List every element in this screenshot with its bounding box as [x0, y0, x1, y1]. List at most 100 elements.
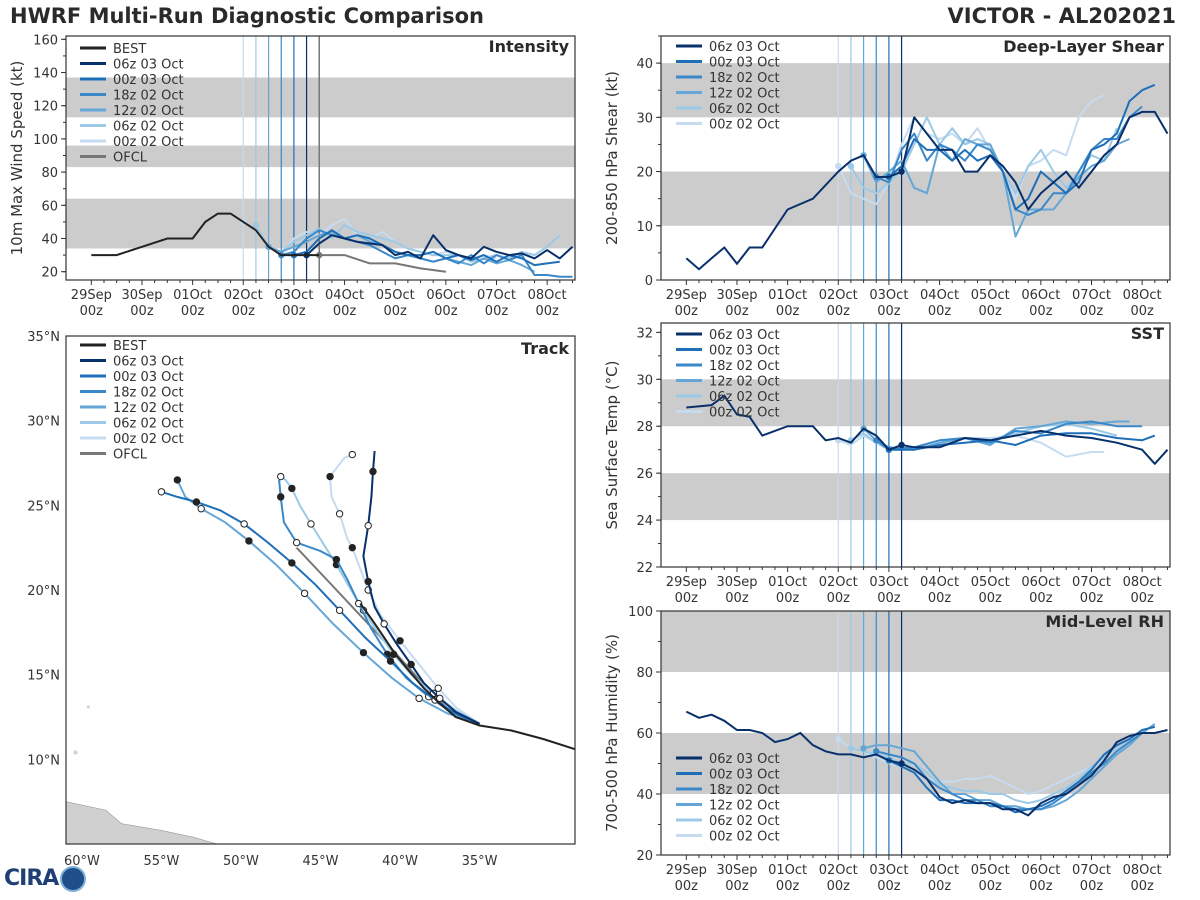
- threshold-band: [661, 171, 1170, 226]
- track-position-marker: [364, 521, 372, 530]
- y-axis-label: 10m Max Wind Speed (kt): [8, 61, 26, 256]
- threshold-band: [661, 611, 1170, 672]
- threshold-band: [66, 145, 575, 168]
- x-tick-date: 04Oct: [325, 288, 364, 303]
- series-line: [850, 741, 1130, 805]
- x-tick-hour: 00z: [979, 879, 1003, 894]
- lat-label: 25°N: [27, 499, 60, 514]
- legend-label: 00z 03 Oct: [709, 768, 780, 783]
- track-position-marker: [396, 637, 404, 645]
- legend-label: 00z 02 Oct: [709, 406, 780, 421]
- x-tick-hour: 00z: [725, 879, 749, 894]
- legend-label: 00z 03 Oct: [113, 73, 184, 88]
- x-tick-date: 03Oct: [274, 288, 313, 303]
- series-start-marker: [252, 222, 260, 229]
- x-tick-date: 30Sep: [716, 288, 757, 303]
- series-start-marker: [847, 745, 855, 752]
- y-tick-label: 24: [636, 514, 653, 529]
- legend-label: 18z 02 Oct: [709, 359, 780, 374]
- lon-label: 60°W: [64, 854, 100, 869]
- track-position-marker: [292, 538, 301, 547]
- x-tick-hour: 00z: [80, 304, 104, 319]
- lat-label: 20°N: [27, 584, 60, 599]
- series-line: [901, 429, 1169, 465]
- threshold-band: [66, 77, 575, 118]
- legend-label: BEST: [113, 42, 146, 57]
- y-axis-label: 200-850 hPa Shear (kt): [603, 71, 621, 245]
- y-tick-label: 20: [41, 266, 58, 281]
- legend-label: 18z 02 Oct: [113, 89, 184, 104]
- track-position-marker: [407, 660, 415, 669]
- cira-logo: CIRA: [4, 866, 87, 892]
- plot-frame: [65, 335, 576, 845]
- legend-label: OFCL: [113, 151, 148, 166]
- y-tick-label: 28: [636, 420, 653, 435]
- plot-frame: [65, 35, 576, 281]
- series-start-marker: [835, 735, 842, 743]
- legend-label: 12z 02 Oct: [709, 799, 780, 814]
- legend-label: 00z 02 Oct: [709, 118, 780, 133]
- page-title: HWRF Multi-Run Diagnostic Comparison: [10, 4, 485, 28]
- island: [86, 705, 90, 709]
- legend-label: 06z 02 Oct: [709, 390, 780, 405]
- track-position-marker: [245, 537, 253, 545]
- panel-shear: 01020304029Sep00z30Sep00z01Oct00z02Oct00…: [603, 35, 1171, 319]
- track-position-marker: [288, 484, 296, 493]
- legend-label: 06z 02 Oct: [113, 120, 184, 135]
- x-tick-date: 04Oct: [920, 288, 959, 303]
- x-tick-date: 07Oct: [1072, 863, 1111, 878]
- globe-icon: [60, 866, 87, 892]
- legend-label: 06z 02 Oct: [709, 814, 780, 829]
- legend-label: 00z 02 Oct: [113, 135, 184, 150]
- x-tick-date: 08Oct: [1123, 288, 1162, 303]
- y-tick-label: 22: [636, 561, 653, 576]
- series-start-marker: [860, 745, 867, 752]
- track-position-marker: [277, 493, 285, 501]
- y-tick-label: 100: [33, 133, 58, 148]
- x-tick-hour: 00z: [928, 591, 952, 606]
- lat-label: 35°N: [27, 330, 60, 345]
- x-tick-hour: 00z: [282, 304, 306, 319]
- x-tick-date: 07Oct: [1072, 575, 1111, 590]
- x-tick-hour: 00z: [675, 879, 699, 894]
- panel-track: 10°N 15°N 20°N 25°N 30°N 35°N 60°W 55°W 50°W 45°W…: [27, 330, 576, 869]
- track-position-marker: [173, 476, 182, 484]
- legend-label: BEST: [113, 339, 146, 354]
- x-tick-hour: 00z: [776, 591, 800, 606]
- best-track-line: [685, 710, 902, 765]
- x-tick-date: 01Oct: [768, 575, 807, 590]
- series-line: [837, 94, 1105, 206]
- panel-title: SST: [1131, 324, 1164, 343]
- x-tick-date: 06Oct: [426, 288, 465, 303]
- x-tick-hour: 00z: [333, 304, 357, 319]
- track-position-marker: [364, 577, 372, 586]
- best-track-line: [91, 212, 320, 257]
- best-track-line: [685, 154, 902, 271]
- x-tick-hour: 00z: [1130, 304, 1154, 319]
- x-tick-date: 05Oct: [971, 863, 1010, 878]
- lon-label: 35°W: [462, 854, 498, 869]
- y-tick-label: 60: [41, 199, 58, 214]
- y-tick-label: 160: [33, 33, 58, 48]
- track-position-marker: [436, 694, 444, 703]
- legend-label: 06z 03 Oct: [113, 58, 184, 73]
- legend-label: 06z 03 Oct: [709, 328, 780, 343]
- x-tick-hour: 00z: [877, 591, 901, 606]
- track-position-marker: [157, 488, 166, 496]
- y-tick-label: 32: [636, 326, 653, 341]
- x-tick-date: 30Sep: [121, 288, 162, 303]
- legend-label: 00z 03 Oct: [709, 344, 780, 359]
- x-tick-date: 29Sep: [666, 863, 707, 878]
- x-tick-date: 03Oct: [869, 288, 908, 303]
- x-tick-hour: 00z: [181, 304, 205, 319]
- x-tick-hour: 00z: [827, 304, 851, 319]
- panel-title: Intensity: [489, 37, 570, 56]
- series-line: [305, 234, 574, 260]
- y-tick-label: 26: [636, 467, 653, 482]
- x-tick-hour: 00z: [130, 304, 154, 319]
- x-tick-date: 08Oct: [1123, 575, 1162, 590]
- x-tick-hour: 00z: [1080, 879, 1104, 894]
- x-tick-hour: 00z: [877, 304, 901, 319]
- x-tick-hour: 00z: [434, 304, 458, 319]
- panel-sst: 22242628303229Sep00z30Sep00z01Oct00z02Oc…: [603, 322, 1171, 606]
